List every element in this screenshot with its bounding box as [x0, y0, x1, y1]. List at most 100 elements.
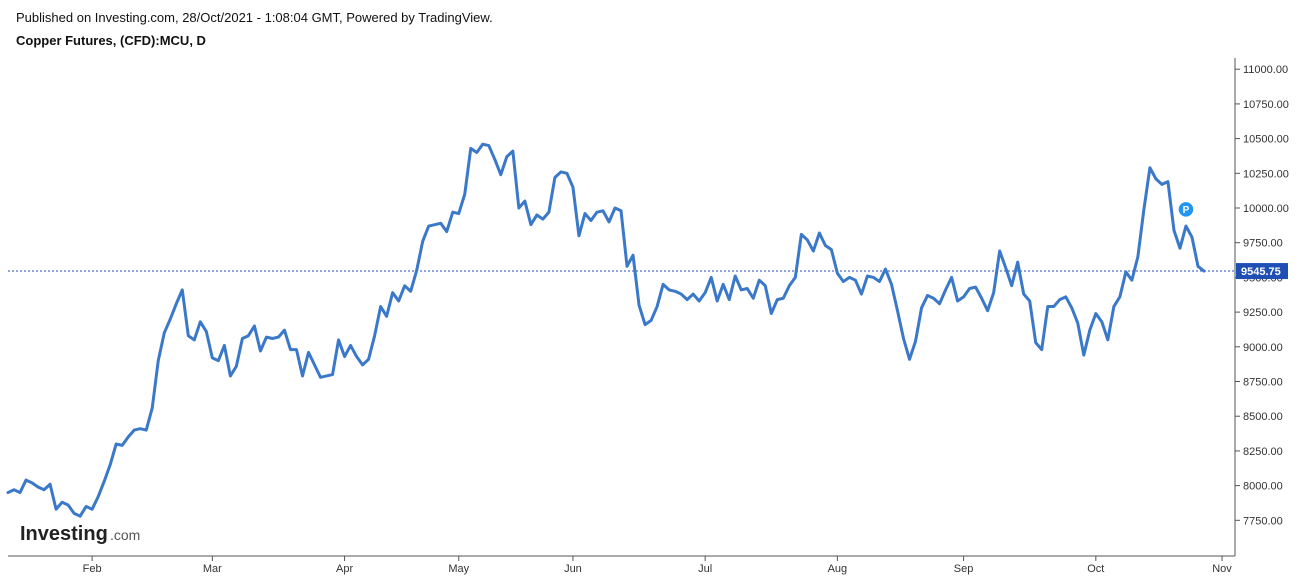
price-point [253, 325, 255, 327]
price-point [734, 275, 736, 277]
price-point [1035, 341, 1037, 343]
price-point [974, 286, 976, 288]
x-tick-label: May [448, 563, 469, 575]
price-point [1119, 296, 1121, 298]
price-point [908, 358, 910, 360]
price-point [247, 335, 249, 337]
price-point [73, 512, 75, 514]
price-point [139, 428, 141, 430]
price-point [518, 207, 520, 209]
price-point [818, 232, 820, 234]
y-tick-label: 8250.00 [1243, 446, 1283, 458]
price-point [728, 298, 730, 300]
y-tick-label: 10000.00 [1243, 203, 1289, 215]
price-point [470, 147, 472, 149]
price-point [1137, 255, 1139, 257]
price-point [1023, 293, 1025, 295]
price-point [572, 186, 574, 188]
price-point [956, 300, 958, 302]
price-point [884, 268, 886, 270]
price-point [944, 289, 946, 291]
price-point [1016, 261, 1018, 263]
y-tick-label: 9000.00 [1243, 342, 1283, 354]
price-point [872, 276, 874, 278]
price-point [1059, 298, 1061, 300]
price-point [121, 444, 123, 446]
price-point [596, 211, 598, 213]
price-point [500, 174, 502, 176]
instrument-title: Copper Futures, (CFD):MCU, D [16, 33, 206, 48]
price-point [1143, 208, 1145, 210]
y-tick-label: 9750.00 [1243, 238, 1283, 250]
price-point [938, 303, 940, 305]
price-point [554, 176, 556, 178]
price-point [79, 515, 81, 517]
price-point [614, 207, 616, 209]
price-point [259, 350, 261, 352]
price-point [115, 443, 117, 445]
price-point [440, 222, 442, 224]
price-point [49, 483, 51, 485]
price-point [662, 283, 664, 285]
price-point [476, 151, 478, 153]
price-point [1107, 339, 1109, 341]
price-point [1173, 229, 1175, 231]
price-point [650, 319, 652, 321]
x-tick-label: Nov [1212, 563, 1232, 575]
p-marker-circle[interactable] [1177, 200, 1195, 219]
price-point [674, 290, 676, 292]
price-point [962, 296, 964, 298]
price-point [301, 375, 303, 377]
price-point [524, 200, 526, 202]
x-axis: Feb Mar Apr May Jun Jul Aug Sep Oct Nov [8, 555, 1235, 575]
price-point [920, 307, 922, 309]
y-tick-label: 8500.00 [1243, 411, 1283, 423]
price-point [602, 210, 604, 212]
price-point [379, 305, 381, 307]
price-point [205, 330, 207, 332]
price-point [812, 250, 814, 252]
price-point [127, 436, 129, 438]
price-point [217, 359, 219, 361]
price-point [295, 348, 297, 350]
y-tick-label: 9250.00 [1243, 307, 1283, 319]
price-point [986, 310, 988, 312]
price-point [620, 210, 622, 212]
price-point [31, 482, 33, 484]
price-point [109, 464, 111, 466]
price-point [133, 429, 135, 431]
price-point [1179, 247, 1181, 249]
price-point [343, 355, 345, 357]
p-marker[interactable]: P [1177, 200, 1195, 219]
last-price-badge: 9545.75 [1236, 263, 1288, 280]
price-point [770, 312, 772, 314]
price-point [235, 365, 237, 367]
price-point [716, 300, 718, 302]
price-point [512, 150, 514, 152]
price-point [199, 321, 201, 323]
x-tick-label: Sep [954, 563, 974, 575]
price-point [271, 337, 273, 339]
price-point [91, 508, 93, 510]
price-point [584, 212, 586, 214]
price-point [319, 376, 321, 378]
price-point [548, 211, 550, 213]
price-point [896, 310, 898, 312]
price-point [415, 269, 417, 271]
price-point [1010, 285, 1012, 287]
price-point [464, 193, 466, 195]
price-point [1077, 322, 1079, 324]
price-point [1065, 296, 1067, 298]
price-point [283, 329, 285, 331]
price-point [37, 486, 39, 488]
price-point [1203, 270, 1205, 272]
price-point [494, 158, 496, 160]
price-point [446, 230, 448, 232]
price-point [421, 240, 423, 242]
price-series-line [6, 142, 1206, 518]
price-point [692, 293, 694, 295]
price-point [914, 340, 916, 342]
price-point [764, 285, 766, 287]
y-tick-label: 10500.00 [1243, 134, 1289, 146]
